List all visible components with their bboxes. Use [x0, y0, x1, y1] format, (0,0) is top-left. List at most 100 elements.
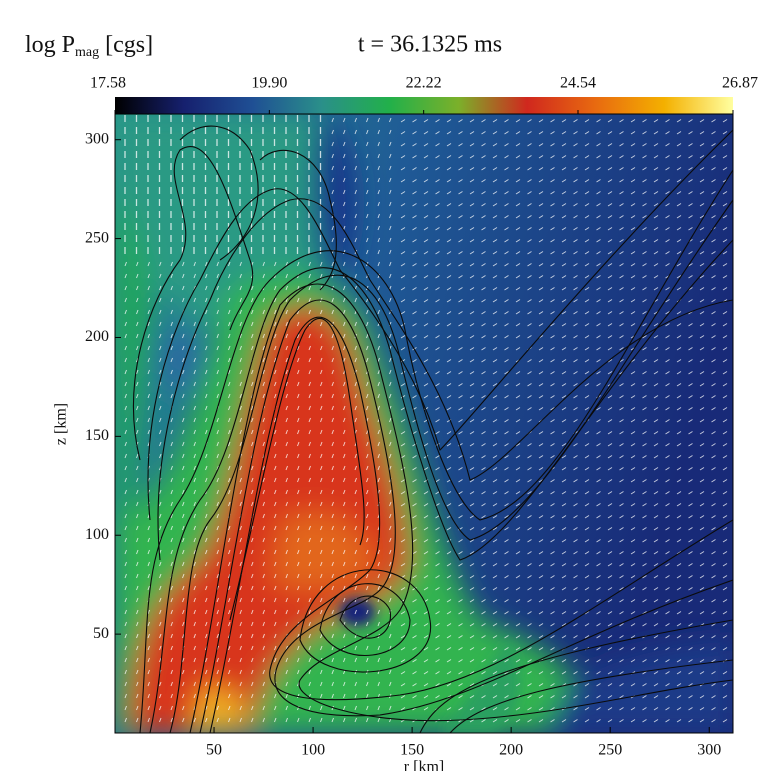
velocity-arrow	[550, 383, 555, 387]
velocity-arrow	[124, 537, 127, 543]
velocity-arrow	[688, 131, 693, 135]
velocity-arrow	[377, 429, 380, 435]
velocity-arrow	[228, 441, 231, 447]
velocity-arrow	[228, 561, 231, 567]
velocity-arrow	[262, 477, 265, 483]
velocity-arrow	[607, 503, 613, 507]
velocity-arrow	[630, 275, 636, 279]
velocity-arrow	[216, 573, 219, 579]
velocity-arrow	[642, 659, 647, 663]
velocity-arrow	[492, 419, 498, 423]
velocity-arrow	[676, 311, 682, 315]
velocity-arrow	[285, 357, 288, 363]
velocity-arrow	[389, 357, 392, 363]
velocity-arrow	[722, 479, 728, 483]
velocity-arrow	[285, 657, 288, 663]
velocity-arrow	[619, 191, 624, 195]
velocity-arrow	[193, 501, 196, 507]
velocity-arrow	[297, 609, 300, 615]
velocity-arrow	[320, 549, 323, 555]
velocity-arrow	[297, 669, 300, 675]
velocity-arrow	[205, 357, 208, 363]
velocity-arrow	[147, 669, 150, 675]
velocity-arrow	[584, 371, 590, 375]
velocity-arrow	[469, 719, 475, 723]
velocity-arrow	[596, 119, 601, 123]
velocity-arrow	[584, 707, 590, 711]
velocity-arrow	[216, 441, 219, 447]
velocity-arrow	[711, 179, 716, 183]
velocity-arrow	[492, 263, 498, 267]
velocity-arrow	[366, 345, 369, 351]
velocity-arrow	[561, 179, 567, 183]
velocity-arrow	[653, 431, 659, 435]
velocity-arrow	[527, 251, 532, 255]
velocity-arrow	[366, 129, 369, 135]
velocity-arrow	[711, 551, 716, 555]
velocity-arrow	[412, 143, 417, 147]
velocity-arrow	[262, 357, 265, 363]
velocity-arrow	[400, 503, 406, 507]
velocity-arrow	[642, 347, 647, 351]
velocity-arrow	[446, 647, 452, 651]
velocity-arrow	[676, 203, 682, 207]
velocity-arrow	[366, 393, 369, 399]
velocity-arrow	[527, 143, 532, 147]
velocity-arrow	[584, 383, 590, 387]
velocity-arrow	[688, 551, 693, 555]
velocity-arrow	[722, 431, 728, 435]
velocity-arrow	[423, 623, 429, 627]
velocity-arrow	[653, 623, 659, 627]
velocity-arrow	[124, 561, 127, 567]
velocity-arrow	[619, 659, 624, 663]
velocity-arrow	[308, 477, 311, 483]
velocity-arrow	[228, 537, 231, 543]
velocity-arrow	[308, 285, 311, 291]
velocity-arrow	[492, 503, 498, 507]
velocity-arrow	[412, 155, 417, 159]
velocity-arrow	[492, 575, 498, 579]
velocity-arrow	[423, 647, 429, 651]
velocity-arrow	[216, 669, 219, 675]
velocity-arrow	[366, 141, 369, 147]
velocity-arrow	[228, 381, 231, 387]
velocity-arrow	[711, 443, 716, 447]
velocity-arrow	[274, 333, 277, 339]
velocity-arrow	[711, 419, 716, 423]
velocity-arrow	[170, 585, 173, 591]
velocity-arrow	[377, 465, 380, 471]
velocity-arrow	[492, 491, 498, 495]
velocity-arrow	[136, 705, 139, 711]
velocity-arrow	[159, 273, 162, 279]
velocity-arrow	[699, 359, 705, 363]
velocity-arrow	[688, 515, 693, 519]
velocity-arrow	[538, 371, 544, 375]
velocity-arrow	[251, 549, 254, 555]
velocity-arrow	[573, 563, 578, 567]
velocity-arrow	[262, 273, 265, 279]
velocity-arrow	[435, 539, 440, 543]
velocity-arrow	[343, 441, 346, 447]
velocity-arrow	[239, 441, 242, 447]
velocity-arrow	[619, 287, 624, 291]
velocity-arrow	[665, 191, 670, 195]
velocity-arrow	[481, 371, 486, 375]
velocity-arrow	[412, 179, 417, 183]
velocity-arrow	[699, 287, 705, 291]
velocity-arrow	[469, 251, 475, 255]
velocity-arrow	[642, 491, 647, 495]
velocity-arrow	[354, 225, 357, 231]
velocity-arrow	[492, 551, 498, 555]
velocity-arrow	[170, 465, 173, 471]
velocity-arrow	[481, 599, 486, 603]
velocity-arrow	[228, 261, 231, 267]
velocity-arrow	[619, 383, 624, 387]
y-tick-label: 150	[85, 427, 109, 444]
velocity-arrow	[699, 431, 705, 435]
velocity-arrow	[458, 551, 463, 555]
velocity-arrow	[642, 311, 647, 315]
velocity-arrow	[538, 431, 544, 435]
velocity-arrow	[584, 263, 590, 267]
velocity-arrow	[389, 189, 392, 195]
velocity-arrow	[446, 683, 452, 687]
